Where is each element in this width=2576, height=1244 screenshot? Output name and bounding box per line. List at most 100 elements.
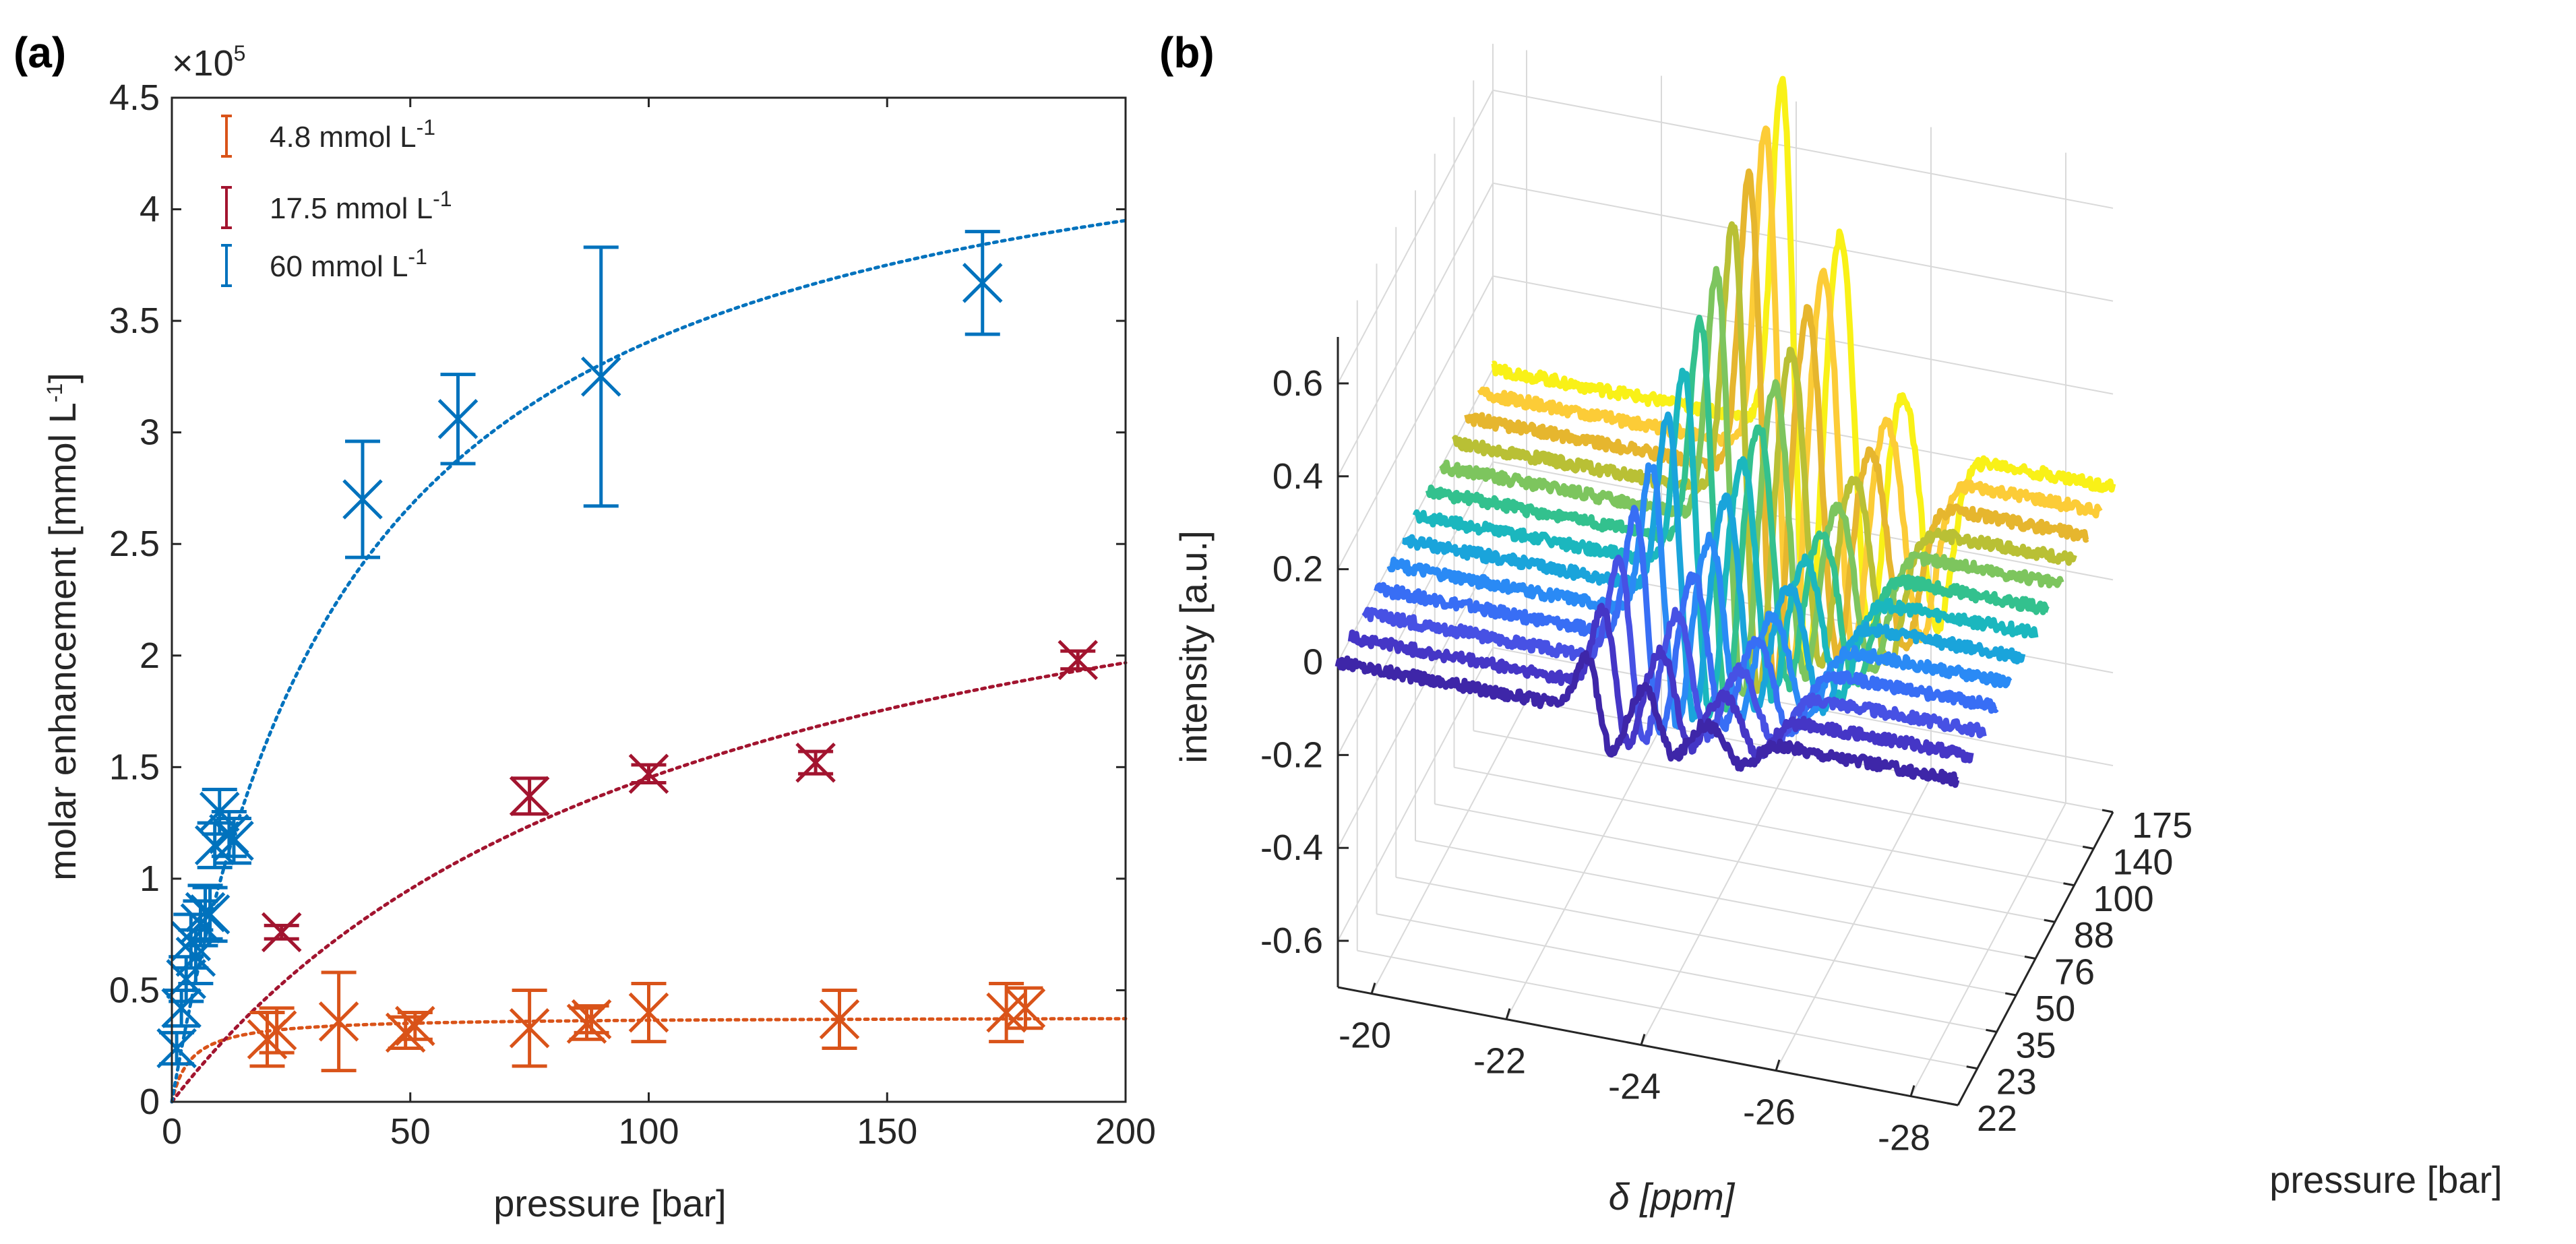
pressure-tick-mark xyxy=(2004,992,2017,997)
x-tick-label: -22 xyxy=(1473,1041,1526,1082)
x-marker-stroke-2 xyxy=(628,753,669,795)
wall-grid-horizontal xyxy=(1337,89,2114,384)
data-point-series-2 xyxy=(580,245,621,508)
x-tick-label: -20 xyxy=(1339,1016,1391,1056)
wall-grid-horizontal xyxy=(1337,275,2114,570)
data-point-series-0 xyxy=(256,1006,297,1055)
x-tick-mark xyxy=(1775,1059,1781,1071)
data-point-series-0 xyxy=(628,982,669,1044)
y-tick-label: 3.5 xyxy=(109,301,160,341)
z-tick-label: -0.4 xyxy=(1260,828,1323,868)
floor-grid-line xyxy=(1415,840,2036,960)
pressure-tick-mark xyxy=(2102,809,2114,813)
legend-label-60: 60 mmol L-1 xyxy=(270,245,427,283)
x-marker-stroke-2 xyxy=(628,992,669,1033)
pressure-tick-mark xyxy=(2082,845,2094,850)
data-point-series-0 xyxy=(318,970,359,1073)
x-tick-label: 150 xyxy=(857,1111,917,1152)
data-point-series-1 xyxy=(1057,640,1099,681)
legend-entry-4-8: 4.8 mmol L-1 xyxy=(221,115,435,158)
chart-a-x-axis-label: pressure [bar] xyxy=(493,1182,727,1224)
x-marker-stroke-2 xyxy=(795,742,836,783)
panel-label-a: (a) xyxy=(13,28,66,77)
legend-entry-17-5: 17.5 mmol L-1 xyxy=(221,186,452,229)
data-point-series-2 xyxy=(437,373,479,466)
pressure-tick-mark xyxy=(2024,956,2036,960)
chart-a-y-label-end: ] xyxy=(41,373,84,383)
data-point-series-2 xyxy=(189,885,231,943)
panel-label-b: (b) xyxy=(1159,28,1215,77)
x-tick-mark xyxy=(1505,1008,1511,1020)
pressure-tick-mark xyxy=(1946,1102,1959,1107)
data-point-series-1 xyxy=(628,753,669,795)
data-point-series-0 xyxy=(395,1005,435,1047)
y-exponent-base: ×10 xyxy=(172,43,234,84)
x-marker-stroke-2 xyxy=(385,1012,426,1053)
pressure-tick-label: 175 xyxy=(2132,805,2192,846)
data-point-series-2 xyxy=(342,439,383,559)
x-tick-label: 200 xyxy=(1095,1111,1156,1152)
pressure-tick-label: 100 xyxy=(2093,879,2154,919)
data-point-series-0 xyxy=(509,988,550,1068)
pressure-tick-mark xyxy=(2063,882,2075,887)
pressure-tick-mark xyxy=(2044,919,2056,923)
z-tick-label: -0.6 xyxy=(1260,921,1323,961)
x-marker-stroke-2 xyxy=(571,999,612,1040)
floor-grid-line xyxy=(1473,730,2094,850)
z-tick-label: 0.6 xyxy=(1272,363,1323,404)
x-marker-stroke-2 xyxy=(214,820,254,861)
floor-grid-line xyxy=(1454,766,2075,886)
spectrum-line-1 xyxy=(1347,602,1974,764)
pressure-tick-label: 140 xyxy=(2112,842,2173,882)
x-marker-stroke-2 xyxy=(509,1007,550,1049)
y-tick-label: 4.5 xyxy=(109,77,160,118)
x-axis-line xyxy=(1337,986,1959,1107)
chart-b-x-axis-label: δ [ppm] xyxy=(1609,1175,1736,1218)
data-point-series-0 xyxy=(385,1012,426,1053)
x-tick-mark xyxy=(1640,1034,1646,1046)
data-point-series-2 xyxy=(962,230,1003,336)
data-point-series-0 xyxy=(571,999,612,1040)
chart-b-spectra xyxy=(1335,75,2116,788)
chart-b-pressure-axis-label: pressure [bar] xyxy=(2269,1158,2503,1201)
x-marker-stroke-2 xyxy=(342,479,383,520)
x-tick-mark xyxy=(1909,1085,1915,1097)
x-marker-stroke-2 xyxy=(161,988,202,1028)
y-tick-label: 1 xyxy=(140,859,160,899)
spectrum-line-0 xyxy=(1335,650,1960,788)
data-point-series-1 xyxy=(261,912,302,953)
floor-grid-line xyxy=(1434,803,2055,923)
pressure-tick-mark xyxy=(1966,1065,1978,1070)
fit-curve-2 xyxy=(170,218,1128,1104)
spectrum-line-6 xyxy=(1412,367,2039,720)
x-tick-label: 0 xyxy=(162,1111,182,1152)
x-tick-label: -24 xyxy=(1608,1067,1661,1107)
x-marker-stroke-2 xyxy=(509,776,550,817)
chart-a-y-axis-label: molar enhancement [mmol L-1] xyxy=(41,373,84,881)
z-tick-label: 0 xyxy=(1303,642,1323,683)
legend-label-4-8: 4.8 mmol L-1 xyxy=(270,115,435,154)
chart-a-data-points xyxy=(156,230,1099,1073)
legend-label-17-5: 17.5 mmol L-1 xyxy=(270,187,452,225)
spectrum-line-4 xyxy=(1386,462,2013,730)
x-marker-stroke-2 xyxy=(1005,988,1046,1028)
spectrum-line-8 xyxy=(1439,266,2064,697)
spectrum-line-2 xyxy=(1361,555,1987,750)
data-point-series-1 xyxy=(509,776,550,817)
chart-a: 0 50 100 150 200 0 0.5 1 1.5 2 2.5 3 3.5 4 4.5 ×105 pr… xyxy=(41,41,1156,1224)
x-tick-label: -26 xyxy=(1743,1092,1796,1133)
data-point-series-2 xyxy=(156,1028,197,1069)
spectrum-line-5 xyxy=(1401,411,2026,723)
wall-grid-horizontal xyxy=(1337,182,2114,477)
x-marker-stroke-2 xyxy=(1057,640,1099,681)
x-marker-stroke-2 xyxy=(156,1028,197,1069)
pressure-tick-label: 22 xyxy=(1977,1098,2017,1139)
x-marker-stroke-2 xyxy=(256,1010,297,1051)
y-tick-label: 2.5 xyxy=(109,524,160,564)
y-tick-label: 0.5 xyxy=(109,970,160,1010)
x-marker-stroke-2 xyxy=(580,356,621,397)
x-marker-stroke-2 xyxy=(261,912,302,953)
floor-grid-line xyxy=(1396,876,2017,996)
